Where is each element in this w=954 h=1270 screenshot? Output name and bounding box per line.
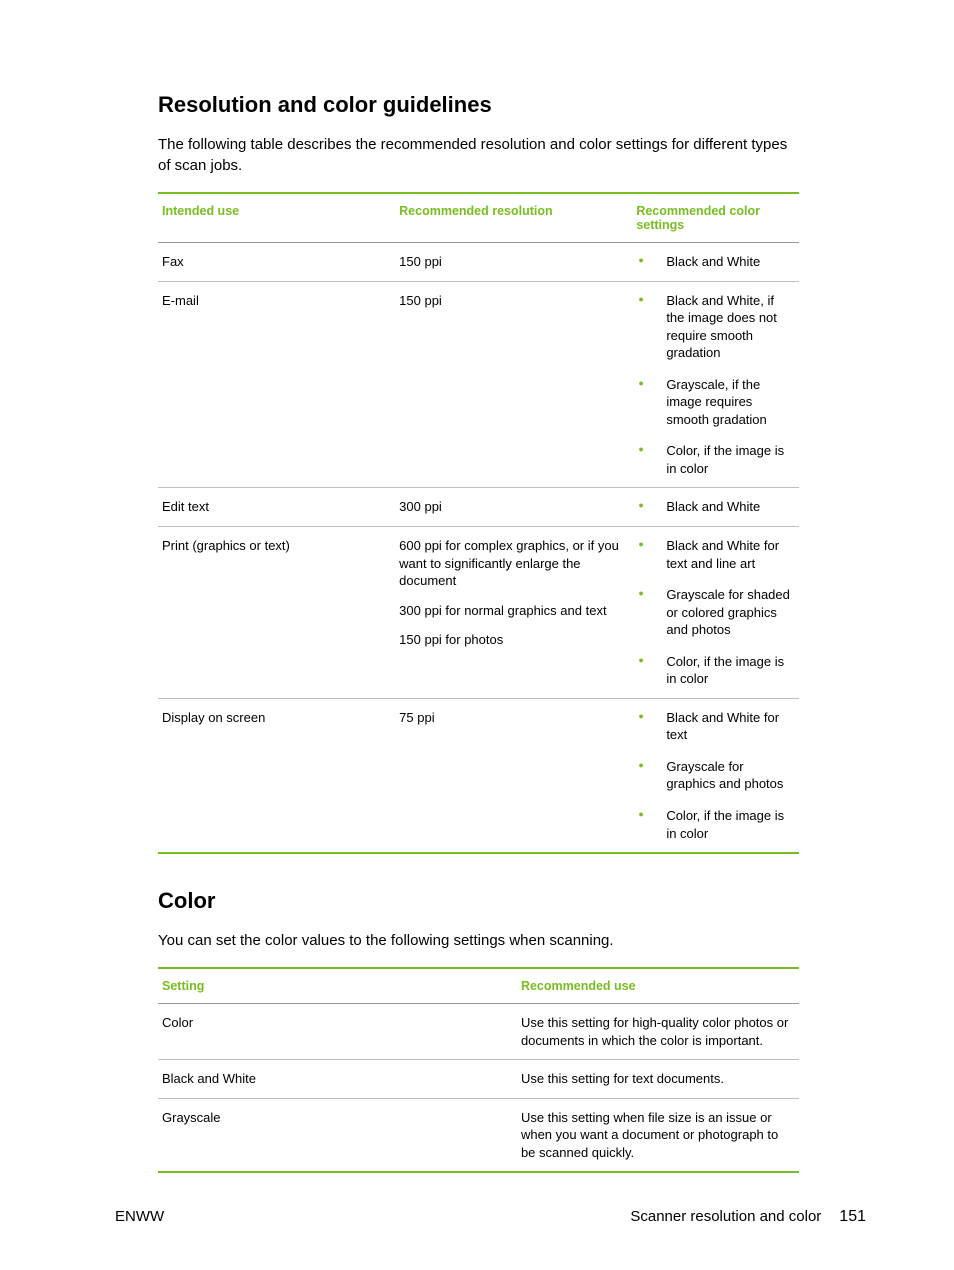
header-setting: Setting: [158, 968, 517, 1004]
list-item: Color, if the image is in color: [636, 653, 791, 688]
cell-resolution: 150 ppi: [395, 243, 632, 282]
resolution-text: 75 ppi: [399, 709, 624, 727]
cell-intended-use: E-mail: [158, 281, 395, 488]
page-number: 151: [839, 1208, 866, 1226]
table-row: Display on screen75 ppi Black and White f…: [158, 698, 799, 853]
section-intro-resolution: The following table describes the recomm…: [158, 134, 799, 176]
bullet-list: Black and White for text Grayscale for gr…: [636, 709, 791, 842]
list-item: Black and White: [636, 498, 791, 516]
table-row: ColorUse this setting for high-quality c…: [158, 1004, 799, 1060]
cell-intended-use: Fax: [158, 243, 395, 282]
header-recommended-use: Recommended use: [517, 968, 799, 1004]
footer-section-title: Scanner resolution and color: [630, 1208, 821, 1225]
cell-recommended-use: Use this setting for high-quality color …: [517, 1004, 799, 1060]
section-heading-color: Color: [158, 888, 799, 914]
resolution-text: 600 ppi for complex graphics, or if you …: [399, 537, 624, 590]
list-item: Grayscale for shaded or colored graphics…: [636, 586, 791, 639]
bullet-list: Black and White: [636, 253, 791, 271]
cell-color-settings: Black and White, if the image does not r…: [632, 281, 799, 488]
cell-intended-use: Edit text: [158, 488, 395, 527]
resolution-text: 150 ppi: [399, 253, 624, 271]
table-row: GrayscaleUse this setting when file size…: [158, 1098, 799, 1172]
cell-color-settings: Black and White for text and line art Gra…: [632, 527, 799, 699]
resolution-text: 300 ppi for normal graphics and text: [399, 602, 624, 620]
header-recommended-color: Recommended color settings: [632, 193, 799, 243]
cell-intended-use: Print (graphics or text): [158, 527, 395, 699]
footer-left: ENWW: [115, 1208, 164, 1225]
cell-resolution: 300 ppi: [395, 488, 632, 527]
cell-setting: Grayscale: [158, 1098, 517, 1172]
table-row: E-mail150 ppi Black and White, if the ima…: [158, 281, 799, 488]
page-footer: ENWW Scanner resolution and color 151: [115, 1208, 866, 1226]
list-item: Black and White, if the image does not r…: [636, 292, 791, 362]
bullet-list: Black and White, if the image does not r…: [636, 292, 791, 478]
bullet-list: Black and White: [636, 498, 791, 516]
list-item: Color, if the image is in color: [636, 442, 791, 477]
table-row: Fax150 ppi Black and White: [158, 243, 799, 282]
cell-intended-use: Display on screen: [158, 698, 395, 853]
cell-color-settings: Black and White for text Grayscale for gr…: [632, 698, 799, 853]
section-intro-color: You can set the color values to the foll…: [158, 930, 799, 951]
table-row: Print (graphics or text)600 ppi for comp…: [158, 527, 799, 699]
resolution-text: 150 ppi: [399, 292, 624, 310]
bullet-list: Black and White for text and line art Gra…: [636, 537, 791, 688]
cell-setting: Color: [158, 1004, 517, 1060]
list-item: Grayscale for graphics and photos: [636, 758, 791, 793]
table-row: Black and WhiteUse this setting for text…: [158, 1060, 799, 1099]
cell-resolution: 150 ppi: [395, 281, 632, 488]
resolution-text: 150 ppi for photos: [399, 631, 624, 649]
cell-setting: Black and White: [158, 1060, 517, 1099]
table-header-row: Intended use Recommended resolution Reco…: [158, 193, 799, 243]
list-item: Color, if the image is in color: [636, 807, 791, 842]
header-intended-use: Intended use: [158, 193, 395, 243]
cell-recommended-use: Use this setting for text documents.: [517, 1060, 799, 1099]
cell-color-settings: Black and White: [632, 243, 799, 282]
list-item: Black and White for text and line art: [636, 537, 791, 572]
table-resolution-guidelines: Intended use Recommended resolution Reco…: [158, 192, 799, 854]
cell-resolution: 600 ppi for complex graphics, or if you …: [395, 527, 632, 699]
table-header-row: Setting Recommended use: [158, 968, 799, 1004]
table-color-settings: Setting Recommended use ColorUse this se…: [158, 967, 799, 1173]
resolution-text: 300 ppi: [399, 498, 624, 516]
list-item: Black and White: [636, 253, 791, 271]
cell-resolution: 75 ppi: [395, 698, 632, 853]
cell-recommended-use: Use this setting when file size is an is…: [517, 1098, 799, 1172]
list-item: Grayscale, if the image requires smooth …: [636, 376, 791, 429]
cell-color-settings: Black and White: [632, 488, 799, 527]
table-row: Edit text300 ppi Black and White: [158, 488, 799, 527]
list-item: Black and White for text: [636, 709, 791, 744]
section-heading-resolution: Resolution and color guidelines: [158, 92, 799, 118]
header-recommended-resolution: Recommended resolution: [395, 193, 632, 243]
